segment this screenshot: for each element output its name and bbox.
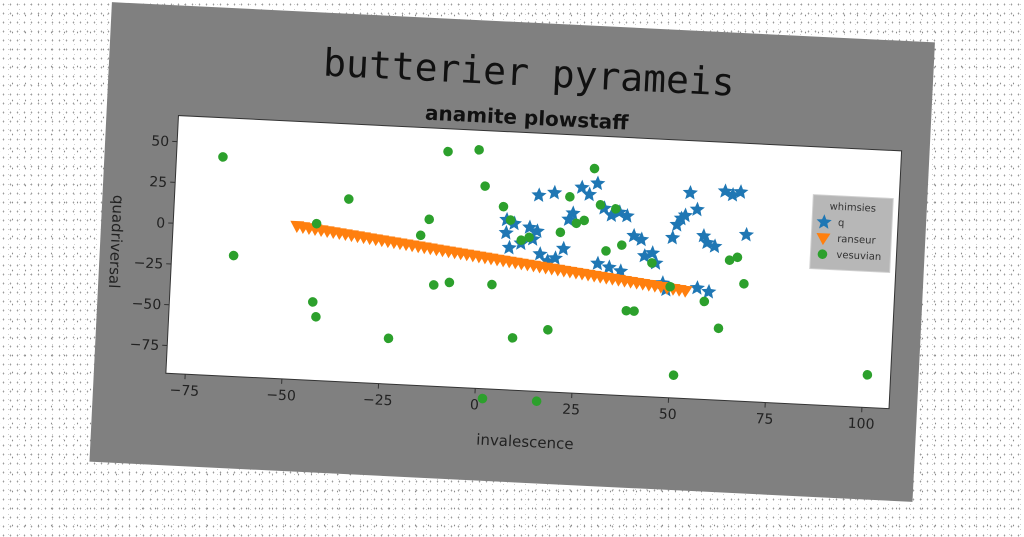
x-tick-label: −25	[363, 392, 393, 409]
y-tick-label: −50	[131, 296, 161, 313]
y-tick-label: −75	[129, 337, 159, 354]
y-tick-label: 50	[151, 133, 170, 150]
legend-label-ranseur: ranseur	[837, 234, 877, 247]
legend-title: whimsies	[829, 201, 876, 214]
legend-label-q: q	[838, 218, 845, 229]
x-tick-label: 50	[658, 406, 677, 423]
x-tick-label: −75	[169, 382, 199, 399]
y-tick-label: 0	[156, 215, 166, 231]
x-tick-label: 100	[847, 416, 874, 433]
x-tick-label: 25	[562, 402, 581, 419]
y-tick-label: 25	[149, 174, 168, 191]
legend-label-vesuvian: vesuvian	[836, 250, 881, 263]
x-tick-label: 75	[755, 411, 774, 428]
x-tick-label: −50	[266, 387, 296, 404]
legend[interactable]: whimsies q ranseur vesuvian	[810, 195, 894, 273]
y-tick-label: −25	[133, 255, 163, 272]
x-tick-label: 0	[470, 397, 480, 413]
